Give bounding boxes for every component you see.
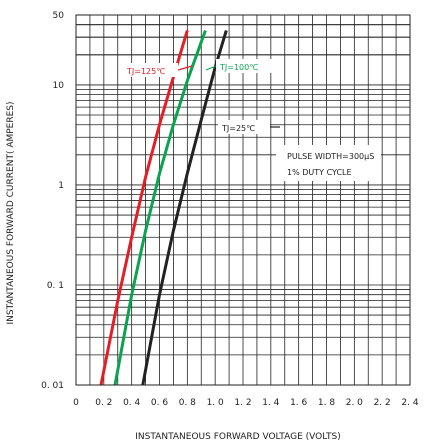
series-line-1 — [113, 29, 207, 386]
series-label: TJ=100℃ — [219, 63, 258, 72]
y-tick-label: 50 — [53, 11, 65, 21]
x-tick-label: 0 — [73, 398, 79, 408]
x-tick-label: 0. 2 — [95, 398, 112, 408]
y-tick-label: 0. 1 — [47, 281, 64, 291]
plot-frame — [75, 14, 411, 386]
x-tick-label: 1. 2 — [234, 398, 251, 408]
annotation-pulse-width: PULSE WIDTH=300μS — [287, 152, 374, 161]
x-tick-label: 1. 0 — [207, 398, 224, 408]
series-label-pointer — [205, 65, 217, 71]
x-tick-label: 2. 2 — [374, 398, 391, 408]
y-tick-label: 1 — [58, 181, 64, 191]
y-tick-label: 10 — [53, 81, 65, 91]
x-tick-label: 0. 4 — [123, 398, 140, 408]
x-tick-label: 1. 6 — [290, 398, 307, 408]
series-line-0 — [99, 30, 189, 386]
x-tick-label: 1. 8 — [318, 398, 335, 408]
series-label-bg — [124, 63, 178, 77]
y-tick-labels: 0. 01 0. 1 1 10 50 — [41, 11, 64, 391]
series-line-2 — [141, 30, 228, 386]
series-labels: TJ=125℃ TJ=100℃ TJ=25℃ — [124, 59, 280, 134]
series-label: TJ=125℃ — [126, 67, 165, 76]
y-tick-label: 0. 01 — [41, 381, 64, 391]
x-tick-label: 2. 0 — [346, 398, 363, 408]
x-tick-label: 2. 4 — [401, 398, 418, 408]
x-tick-label: 0. 6 — [151, 398, 168, 408]
annotation-duty-cycle: 1% DUTY CYCLE — [287, 168, 352, 177]
x-axis-title: INSTANTANEOUS FORWARD VOLTAGE (VOLTS) — [135, 432, 340, 442]
series-curves — [99, 29, 228, 386]
x-tick-label: 1. 4 — [262, 398, 279, 408]
series-label: TJ=25℃ — [221, 124, 255, 133]
x-tick-label: 0. 8 — [179, 398, 196, 408]
x-tick-labels: 0 0. 2 0. 4 0. 6 0. 8 1. 0 1. 2 1. 4 1. 6 1. 8 2. … — [73, 398, 419, 408]
series-label-bg — [218, 120, 270, 134]
series-label-pointer — [177, 65, 193, 71]
series-label-bg — [216, 59, 272, 73]
annotation-box — [276, 145, 381, 181]
y-axis-title: INSTANTANEOUS FORWARD CURRENT( AMPERES) — [6, 101, 16, 324]
